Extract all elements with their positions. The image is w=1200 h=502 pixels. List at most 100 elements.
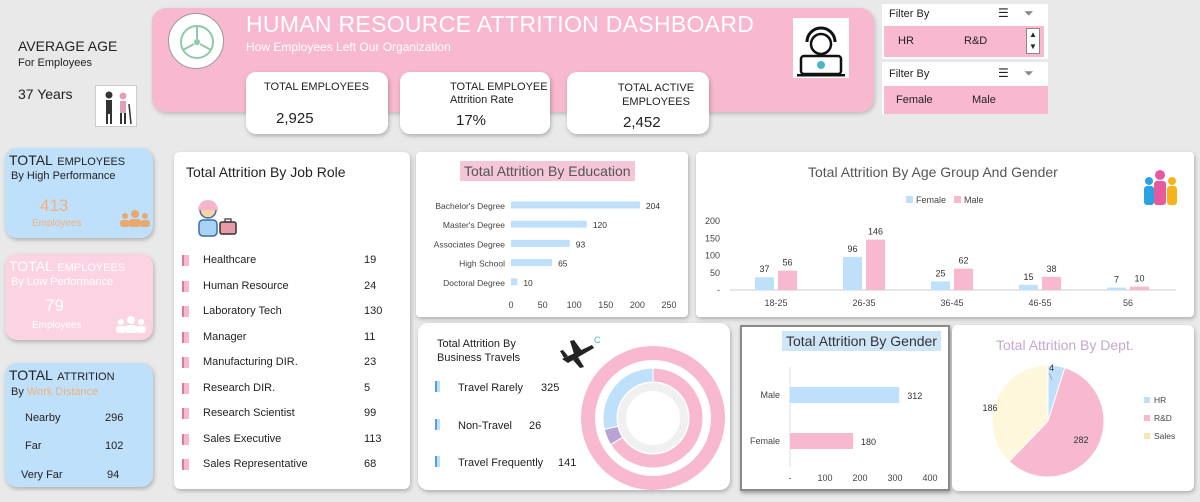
education-value-label: 120 xyxy=(593,220,607,230)
filter-label: Filter By xyxy=(889,68,930,80)
education-x-tick: 150 xyxy=(598,300,613,310)
age-gender-chart: - 50 100 150 200 Female Male 37 56 18-25 96 146 26-3… xyxy=(705,195,1176,308)
education-x-tick: 50 xyxy=(538,300,548,310)
education-category-label: Master's Degree xyxy=(443,220,505,230)
gender-chart: Male 312 Female 180 - 100 200 300 400 xyxy=(750,367,938,483)
age-value-label: 15 xyxy=(1023,272,1033,282)
age-bar xyxy=(1130,286,1149,290)
education-bar xyxy=(511,239,570,247)
education-bar xyxy=(511,201,640,209)
low-performance-card: TOTAL EMPLOYEES By Low Performance 79 Em… xyxy=(5,254,153,340)
job-role-row: Human Resource 24 xyxy=(182,279,392,295)
age-bar xyxy=(866,239,885,290)
multi-select-icon[interactable]: ☰ xyxy=(998,66,1009,80)
job-role-row: Manufacturing DIR. 23 xyxy=(182,355,392,371)
travel-marker xyxy=(435,381,440,392)
gender-filter: Filter By ☰ ⏷ Female Male xyxy=(882,62,1048,114)
department-card: Total Attrition By Dept. 24 282 186 HR R&D Sa… xyxy=(952,325,1194,491)
job-role-value: 11 xyxy=(364,330,376,343)
business-travel-donut: Travel Rarely 325 Non-Travel 26 Travel Frequ… xyxy=(435,346,725,490)
education-x-tick: 200 xyxy=(630,300,645,310)
multi-select-icon[interactable]: ☰ xyxy=(998,6,1009,20)
airplane-icon-label: C xyxy=(594,335,601,345)
age-bar xyxy=(1019,284,1038,290)
department-legend-swatch xyxy=(1144,415,1150,421)
kpi-attrition-rate: TOTAL EMPLOYEE Attrition Rate 17% xyxy=(400,72,550,134)
department-legend-label: Sales xyxy=(1154,431,1175,441)
distance-label: Far xyxy=(25,440,42,452)
age-legend-label: Male xyxy=(964,195,984,205)
job-role-row: Healthcare 19 xyxy=(182,253,392,269)
job-role-value: 19 xyxy=(364,254,377,266)
card-subtitle: By Low Performance xyxy=(11,276,114,288)
travel-label: Travel Frequently xyxy=(458,457,544,469)
scroll-arrows-icon[interactable]: ▲ ▼ xyxy=(1026,28,1040,54)
age-value-label: 7 xyxy=(1114,275,1119,285)
high-performance-card: TOTAL EMPLOYEES By High Performance 413 … xyxy=(5,148,153,238)
job-role-row: Manager 11 xyxy=(182,330,392,346)
average-age-title: AVERAGE AGE xyxy=(18,38,118,54)
clear-filter-icon[interactable]: ⏷ xyxy=(1024,6,1034,20)
job-role-title: Total Attrition By Job Role xyxy=(186,164,346,180)
kpi-value: 2,452 xyxy=(623,114,661,131)
department-legend-swatch xyxy=(1144,397,1150,403)
travel-value: 325 xyxy=(541,382,559,394)
travel-marker-edge xyxy=(435,381,437,392)
kpi-value: 17% xyxy=(456,112,487,129)
job-role-label: Research Scientist xyxy=(203,407,295,419)
job-role-label: Manager xyxy=(203,330,247,343)
department-value-label: 24 xyxy=(1044,363,1054,373)
age-legend-swatch xyxy=(954,196,961,203)
job-role-marker xyxy=(182,280,189,292)
job-role-label: Sales Representative xyxy=(203,458,308,470)
age-category-label: 56 xyxy=(1123,298,1133,308)
distance-value: 102 xyxy=(105,440,124,452)
filter-option-female[interactable]: Female xyxy=(896,94,933,106)
age-value-label: 56 xyxy=(782,258,792,268)
age-y-tick: 150 xyxy=(705,233,720,243)
filter-option-hr[interactable]: HR xyxy=(898,35,914,47)
education-category-label: Associates Degree xyxy=(434,239,506,249)
travel-inner-ring xyxy=(618,383,688,453)
gender-bar xyxy=(790,433,853,449)
age-bar xyxy=(843,256,862,290)
age-y-tick: 200 xyxy=(705,216,720,226)
filter-label: Filter By xyxy=(889,8,930,20)
travel-label: Travel Rarely xyxy=(458,382,523,394)
age-value-label: 37 xyxy=(759,264,769,274)
job-role-marker xyxy=(182,331,189,343)
education-x-tick: 100 xyxy=(567,300,582,310)
dashboard-subtitle: How Employees Left Our Organization xyxy=(246,40,451,54)
job-role-marker xyxy=(182,408,189,419)
distance-value: 296 xyxy=(105,412,124,424)
filter-option-male[interactable]: Male xyxy=(972,94,996,106)
department-legend-label: HR xyxy=(1154,395,1166,405)
department-value-label: 186 xyxy=(982,403,997,413)
job-role-label: Healthcare xyxy=(203,254,257,266)
kpi-label: TOTAL EMPLOYEE xyxy=(450,81,548,93)
education-value-label: 93 xyxy=(576,239,586,249)
travel-marker xyxy=(435,456,440,467)
education-title: Total Attrition By Education xyxy=(460,161,635,181)
filter-options-area xyxy=(884,26,1044,57)
department-legend-label: R&D xyxy=(1154,413,1172,423)
distance-label: Very Far xyxy=(21,469,63,481)
age-gender-title: Total Attrition By Age Group And Gender xyxy=(808,164,1058,180)
age-bar xyxy=(954,268,973,290)
age-y-tick: - xyxy=(717,285,720,295)
travel-value: 141 xyxy=(558,457,576,469)
job-role-label: Research DIR. xyxy=(203,381,276,394)
job-role-value: 113 xyxy=(364,432,382,445)
filter-option-rd[interactable]: R&D xyxy=(964,35,988,47)
age-value-label: 146 xyxy=(868,227,883,237)
clear-filter-icon[interactable]: ⏷ xyxy=(1024,66,1034,80)
education-bar xyxy=(511,259,553,267)
card-subtitle: By High Performance xyxy=(11,170,116,182)
job-role-marker xyxy=(182,433,189,445)
kpi-value: 2,925 xyxy=(276,110,314,127)
education-card: Total Attrition By Education Bachelor's … xyxy=(416,152,688,317)
department-pie: 24 282 186 HR R&D Sales xyxy=(982,363,1175,478)
travel-title-line2: Business Travels xyxy=(437,352,521,364)
education-category-label: Doctoral Degree xyxy=(443,278,505,288)
gender-x-tick: 100 xyxy=(817,473,832,483)
